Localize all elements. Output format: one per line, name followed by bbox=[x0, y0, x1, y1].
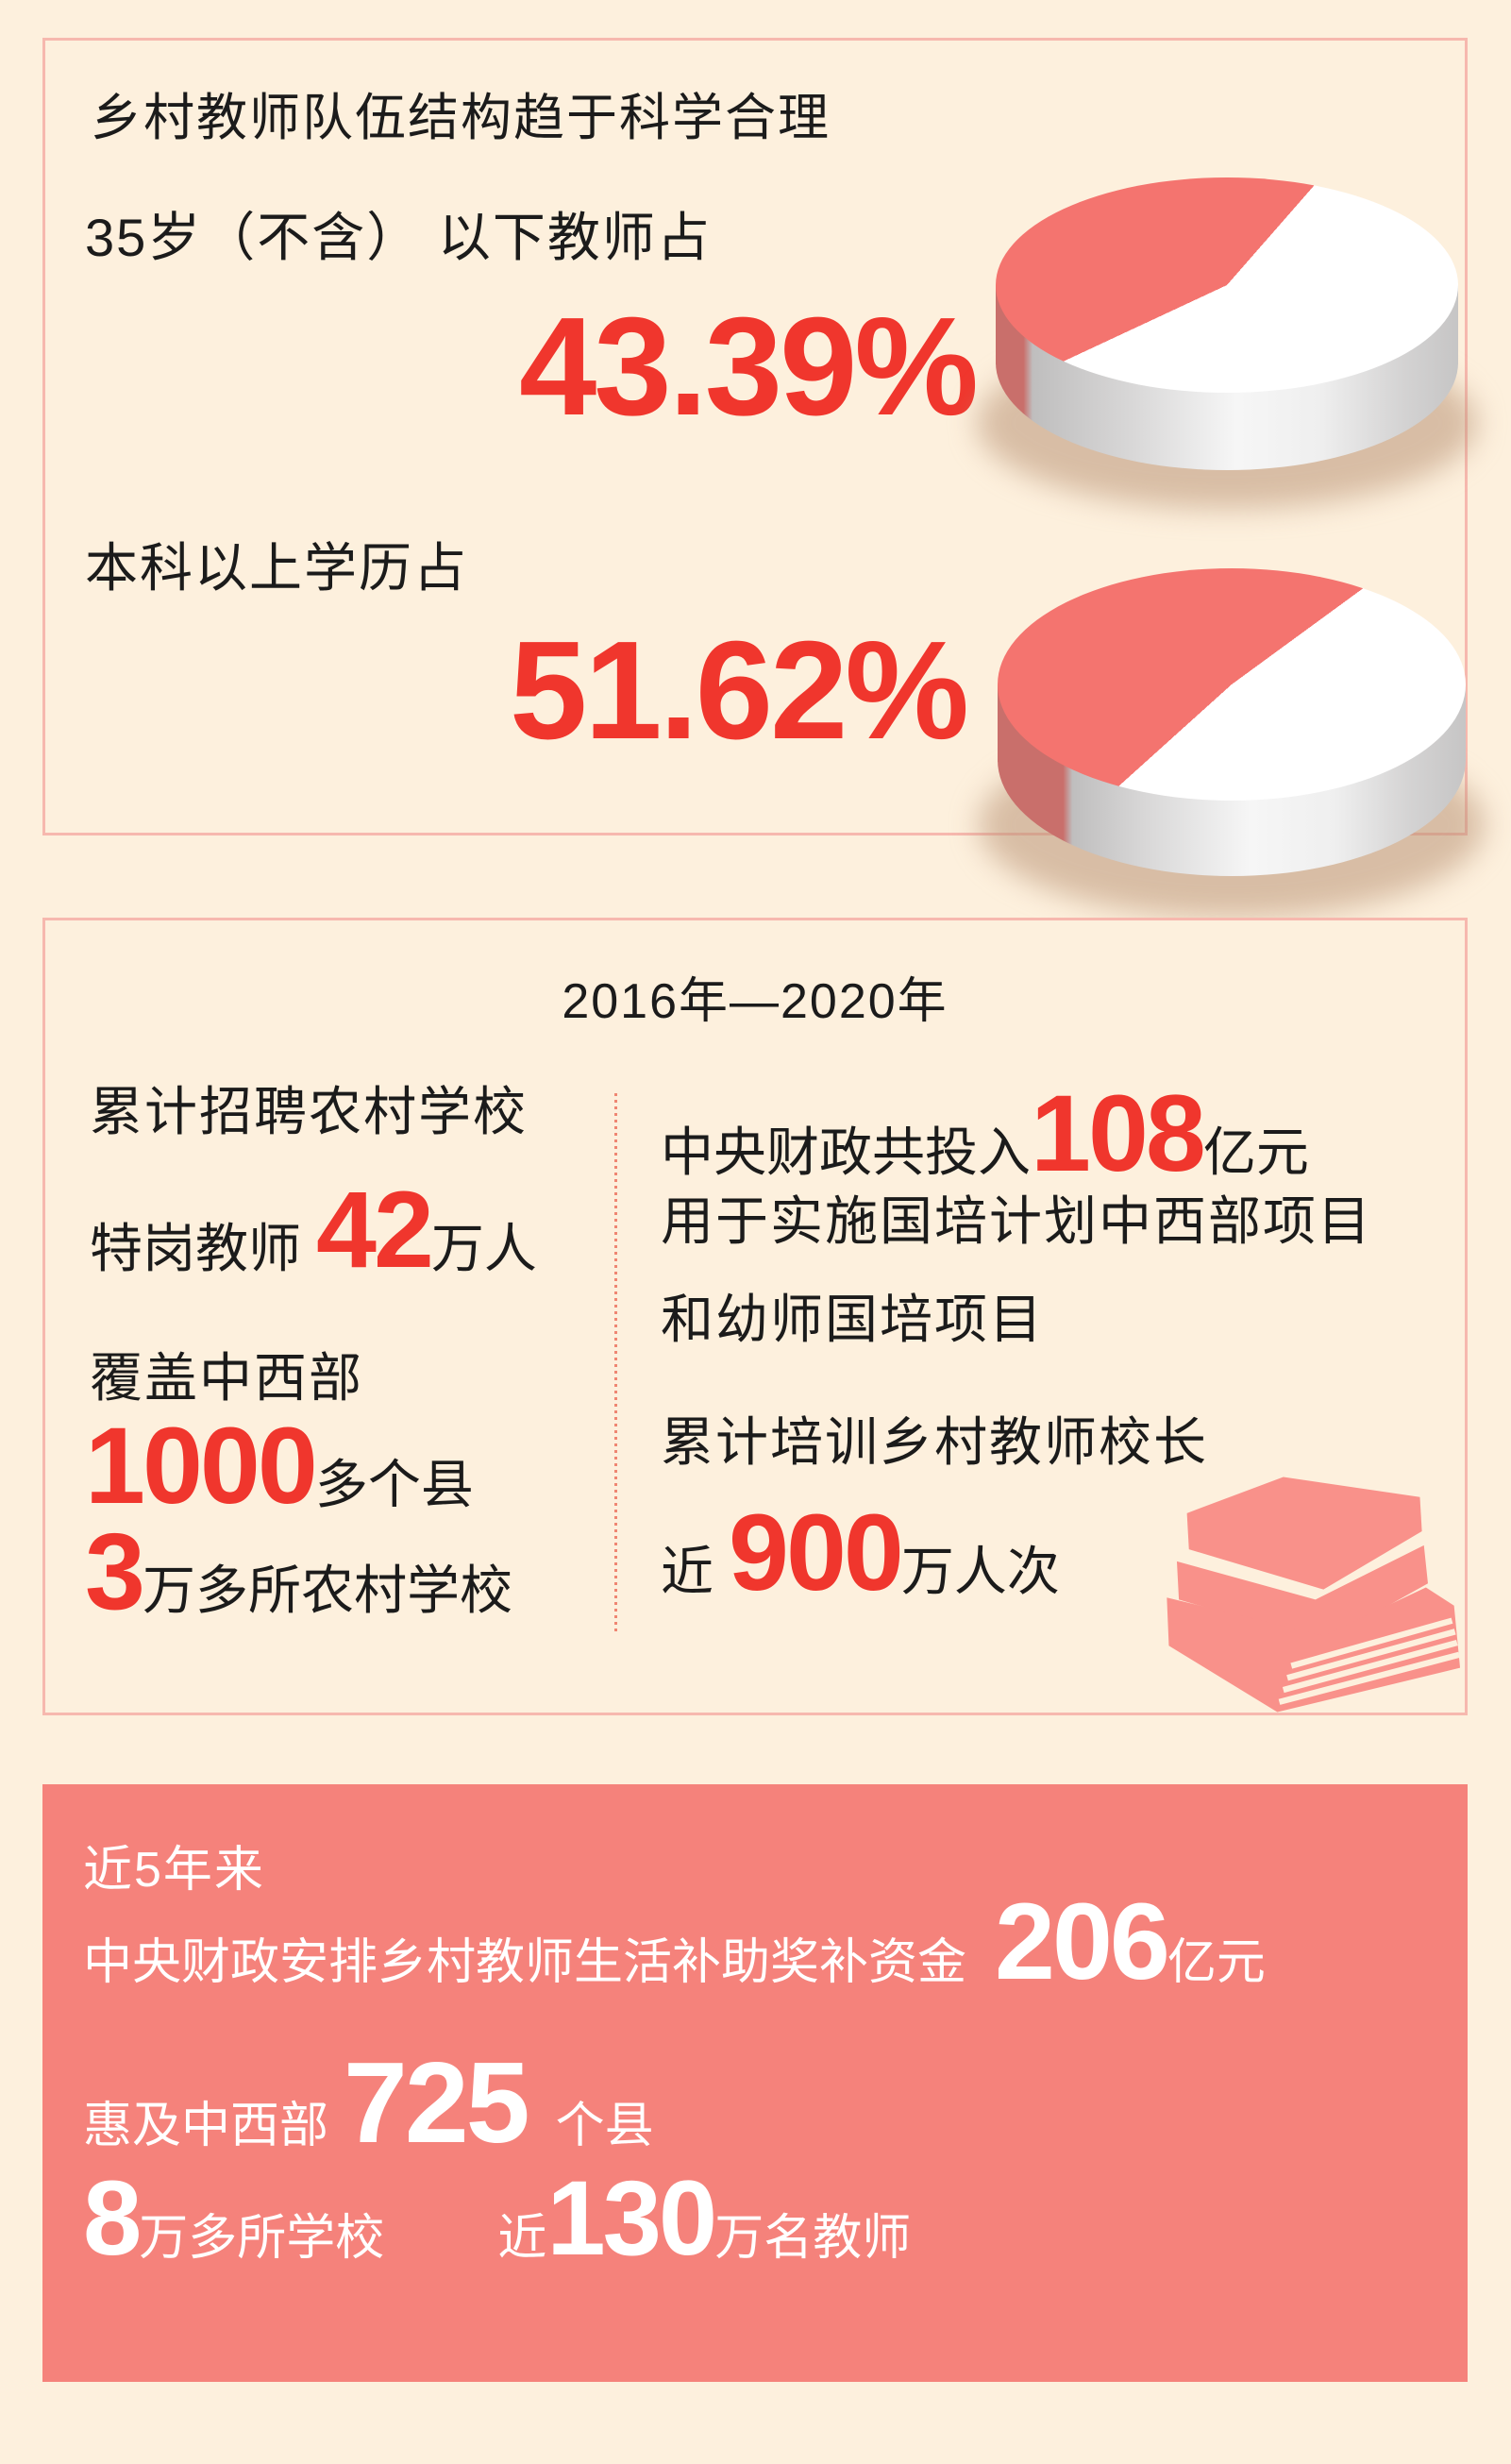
recruit-line2: 特岗教师 42 万人 bbox=[90, 1176, 537, 1285]
counties-unit: 多个县 bbox=[314, 1455, 474, 1514]
counties-count: 1000 bbox=[85, 1406, 318, 1527]
benefit-schools-count: 8 bbox=[83, 2159, 142, 2277]
coverage-schools: 3 万多所农村学校 bbox=[85, 1518, 512, 1627]
pie-top-face bbox=[998, 568, 1466, 801]
training-line2: 近 900 万人次 bbox=[661, 1499, 1060, 1608]
training-line1: 累计培训乡村教师校长 bbox=[661, 1412, 1208, 1472]
program-line1: 用于实施国培计划中西部项目 bbox=[661, 1191, 1372, 1251]
benefit-teachers-count: 130 bbox=[546, 2159, 717, 2277]
stat-under35-value: 43.39% bbox=[519, 289, 979, 445]
coverage-line1: 覆盖中西部 bbox=[90, 1348, 363, 1408]
recruit-line2-unit: 万人 bbox=[430, 1219, 537, 1278]
stat-bachelor-label: 本科以上学历占 bbox=[85, 538, 468, 598]
benefit-schools-line: 8 万多所学校 近 130 万名教师 bbox=[83, 2166, 911, 2271]
pie-top-face bbox=[996, 177, 1458, 393]
benefit-pre: 惠及中西部 bbox=[83, 2099, 329, 2153]
subsidy-unit: 亿元 bbox=[1167, 1935, 1266, 1990]
books-stack-icon bbox=[1167, 1477, 1461, 1713]
program-line2: 和幼师国培项目 bbox=[661, 1290, 1044, 1349]
section1-title: 乡村教师队伍结构趋于科学合理 bbox=[91, 90, 831, 146]
training-pre: 近 bbox=[661, 1542, 714, 1601]
recruit-line2-pre: 特岗教师 bbox=[90, 1219, 301, 1278]
panel-subsidies bbox=[42, 1784, 1468, 2382]
training-unit: 万人次 bbox=[900, 1542, 1060, 1601]
benefit-teachers-pre: 近 bbox=[497, 2211, 547, 2266]
subsidy-amount: 206 bbox=[995, 1882, 1170, 2002]
finance-amount: 108 bbox=[1031, 1073, 1206, 1194]
benefit-counties-count: 725 bbox=[344, 2038, 530, 2167]
stat-bachelor-value: 51.62% bbox=[510, 613, 969, 768]
central-finance-line: 中央财政共投入 108 亿元 bbox=[661, 1080, 1309, 1189]
stat-under35-label: 35岁（不含） 以下教师占 bbox=[85, 208, 712, 267]
recruit-count: 42 bbox=[316, 1170, 434, 1291]
benefit-teachers-unit: 万名教师 bbox=[714, 2211, 912, 2266]
subsidy-line1: 近5年来 bbox=[83, 1843, 265, 1898]
schools-count: 3 bbox=[85, 1511, 145, 1632]
coverage-counties: 1000 多个县 bbox=[85, 1412, 474, 1521]
schools-unit: 万多所农村学校 bbox=[142, 1561, 512, 1620]
subsidy-label: 中央财政安排乡村教师生活补助奖补资金 bbox=[83, 1935, 967, 1990]
section2-title: 2016年—2020年 bbox=[562, 974, 949, 1029]
benefit-counties-unit: 个县 bbox=[555, 2099, 654, 2153]
finance-pre: 中央财政共投入 bbox=[661, 1122, 1031, 1182]
subsidy-line2: 中央财政安排乡村教师生活补助奖补资金 206 亿元 bbox=[83, 1888, 1266, 1997]
dotted-divider bbox=[614, 1093, 617, 1631]
recruit-line1: 累计招聘农村学校 bbox=[90, 1082, 528, 1141]
finance-unit: 亿元 bbox=[1202, 1122, 1309, 1182]
benefit-schools-unit: 万多所学校 bbox=[139, 2211, 385, 2266]
benefit-counties-line: 惠及中西部 725 个县 bbox=[83, 2045, 654, 2160]
training-count: 900 bbox=[729, 1493, 904, 1613]
